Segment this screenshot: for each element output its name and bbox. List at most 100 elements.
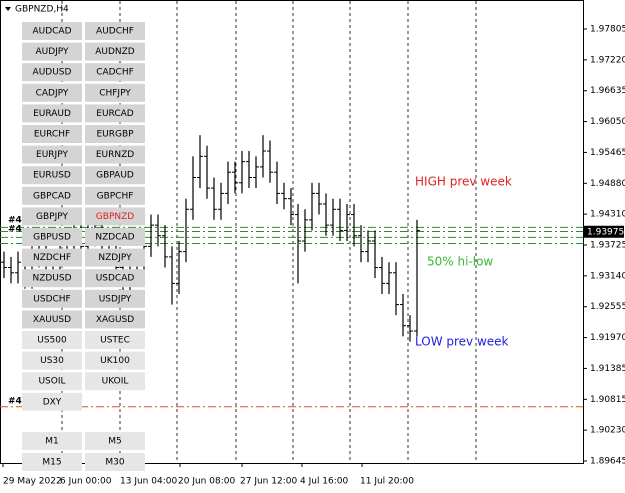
- current-price-box: [584, 225, 624, 238]
- symbol-button[interactable]: AUDCHF: [85, 22, 145, 40]
- button-label: GBPUSD: [33, 233, 71, 243]
- symbol-button[interactable]: GBPNZD: [85, 207, 145, 226]
- symbol-button[interactable]: M5: [85, 432, 145, 450]
- button-label: EURAUD: [33, 109, 71, 119]
- symbol-button[interactable]: XAGUSD: [85, 310, 145, 329]
- price-label: 1.96635: [590, 86, 625, 96]
- button-label: USDCHF: [33, 294, 70, 304]
- button-face: [22, 83, 82, 102]
- button-label: USDCAD: [96, 274, 135, 284]
- button-label: NZDCAD: [95, 233, 134, 243]
- button-label: USTEC: [100, 336, 130, 346]
- menu-triangle[interactable]: [5, 7, 11, 11]
- symbol-button[interactable]: GBPCAD: [22, 186, 82, 205]
- symbol-button[interactable]: GBPUSD: [22, 228, 82, 246]
- button-face: [22, 310, 82, 329]
- symbol-button[interactable]: AUDJPY: [22, 42, 82, 61]
- symbol-button[interactable]: M1: [22, 432, 82, 450]
- button-label: CADJPY: [36, 88, 69, 98]
- symbol-button[interactable]: EURNZD: [85, 145, 145, 164]
- symbol-button[interactable]: NZDCHF: [22, 248, 82, 267]
- button-label: EURCAD: [96, 109, 134, 119]
- symbol-button[interactable]: DXY: [22, 392, 82, 411]
- symbol-button[interactable]: GBPJPY: [22, 207, 82, 226]
- order-label: #4: [8, 225, 22, 235]
- symbol-button[interactable]: NZDJPY: [85, 248, 145, 267]
- price-label: 1.94310: [590, 210, 625, 220]
- button-label: UK100: [100, 356, 130, 366]
- button-face: [85, 289, 145, 308]
- button-face: [85, 186, 145, 205]
- symbol-button[interactable]: CHFJPY: [85, 83, 145, 102]
- symbol-button[interactable]: EURUSD: [22, 166, 82, 185]
- symbol-button[interactable]: USDCHF: [22, 289, 82, 308]
- button-label: US500: [37, 336, 67, 346]
- symbol-button[interactable]: CADJPY: [22, 83, 82, 102]
- symbol-button[interactable]: XAUUSD: [22, 310, 82, 329]
- button-label: AUDCHF: [96, 27, 134, 37]
- button-face: [22, 145, 82, 164]
- price-label: 1.90230: [590, 426, 625, 436]
- symbol-button[interactable]: US500: [22, 331, 82, 349]
- button-label: EURGBP: [96, 130, 134, 140]
- symbol-button[interactable]: NZDUSD: [22, 269, 82, 288]
- button-face: [22, 22, 82, 40]
- button-face: [22, 269, 82, 288]
- button-label: M5: [108, 437, 122, 447]
- time-label: 29 May 2022: [3, 477, 62, 487]
- symbol-button[interactable]: UK100: [85, 351, 145, 370]
- symbol-button[interactable]: M15: [22, 453, 82, 471]
- button-label: USDJPY: [99, 294, 132, 304]
- symbol-button[interactable]: EURCHF: [22, 125, 82, 143]
- symbol-button[interactable]: EURAUD: [22, 104, 82, 123]
- button-face: [22, 392, 82, 411]
- price-label: 1.90815: [590, 395, 625, 405]
- symbol-button[interactable]: USOIL: [22, 372, 82, 391]
- button-label: US30: [40, 356, 64, 366]
- button-face: [85, 351, 145, 370]
- symbol-button[interactable]: US30: [22, 351, 82, 370]
- button-label: XAGUSD: [96, 315, 134, 325]
- symbol-button[interactable]: CADCHF: [85, 63, 145, 82]
- button-face: [85, 125, 145, 143]
- price-label: 1.93725: [590, 241, 625, 251]
- symbol-button[interactable]: EURCAD: [85, 104, 145, 123]
- button-face: [85, 207, 145, 226]
- symbol-button[interactable]: AUDNZD: [85, 42, 145, 61]
- symbol-button[interactable]: AUDCAD: [22, 22, 82, 40]
- button-label: CADCHF: [96, 68, 134, 78]
- time-label: 4 Jul 16:00: [300, 477, 349, 487]
- button-label: AUDNZD: [95, 47, 135, 57]
- symbol-button[interactable]: EURGBP: [85, 125, 145, 143]
- button-face: [22, 63, 82, 82]
- button-label: NZDUSD: [32, 274, 71, 284]
- symbol-button[interactable]: EURJPY: [22, 145, 82, 164]
- symbol-button[interactable]: USDCAD: [85, 269, 145, 288]
- button-face: [22, 207, 82, 226]
- symbol-button[interactable]: USDJPY: [85, 289, 145, 308]
- symbol-button[interactable]: USTEC: [85, 331, 145, 349]
- time-label: 6 Jun 00:00: [60, 477, 112, 487]
- button-face: [22, 289, 82, 308]
- symbol-button[interactable]: GBPAUD: [85, 166, 145, 185]
- button-label: GBPNZD: [96, 212, 134, 222]
- symbol-button[interactable]: NZDCAD: [85, 228, 145, 246]
- symbol-button[interactable]: GBPCHF: [85, 186, 145, 205]
- symbol-button[interactable]: AUDUSD: [22, 63, 82, 82]
- button-face: [22, 166, 82, 185]
- button-label: M30: [105, 458, 124, 468]
- button-label: GBPAUD: [96, 171, 134, 181]
- symbol-button[interactable]: UKOIL: [85, 372, 145, 391]
- price-label: 1.89645: [590, 457, 625, 467]
- button-label: NZDCHF: [33, 253, 71, 263]
- button-face: [85, 83, 145, 102]
- symbol-button[interactable]: M30: [85, 453, 145, 471]
- button-face: [22, 42, 82, 61]
- button-face: [22, 248, 82, 267]
- button-face: [85, 22, 145, 40]
- button-label: EURCHF: [34, 130, 70, 140]
- button-label: CHFJPY: [99, 88, 131, 98]
- time-label: 20 Jun 08:00: [178, 477, 235, 487]
- button-face: [85, 42, 145, 61]
